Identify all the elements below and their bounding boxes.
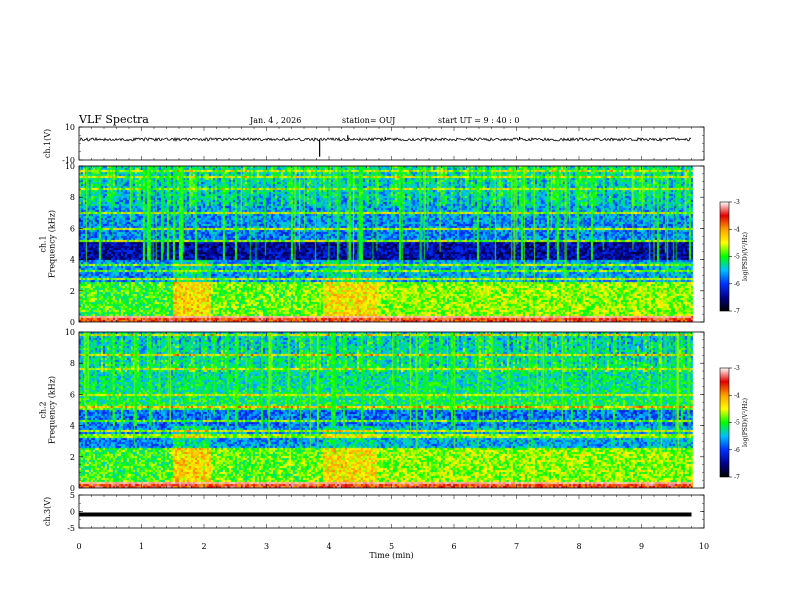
y-tick-label: 0 (70, 484, 75, 493)
time-axis: 0 1 2 3 4 5 6 7 8 9 10 Time (min) (76, 542, 709, 560)
y-tick-label: 6 (70, 224, 75, 233)
y-tick-label: 10 (65, 328, 75, 337)
colorbar-tick-label: -4 (734, 226, 740, 233)
x-tick-label: 5 (389, 542, 394, 551)
ch2-colorbar: -3 -4 -5 -6 -7 log(PSD)(V²/Hz) (719, 365, 749, 481)
y-axis-label: ch.1(V) (43, 129, 52, 158)
x-tick-label: 0 (76, 542, 81, 551)
y-tick-label: 0 (70, 508, 75, 517)
header-date: Jan. 4 , 2026 (249, 116, 301, 125)
x-tick-label: 10 (699, 542, 709, 551)
y-tick-label: 0 (70, 318, 75, 327)
colorbar-tick-label: -4 (734, 392, 740, 399)
colorbar-tick-label: -6 (734, 281, 740, 288)
x-tick-label: 4 (326, 542, 331, 551)
ch3-waveform-panel: 5 0 -5 ch.3(V) (43, 491, 705, 533)
ch1-spectrogram-panel: 0 2 4 6 8 10 ch.1 Frequency (kHz) (39, 162, 705, 327)
colorbar-tick-label: -7 (734, 474, 740, 481)
ch1-waveform-panel: 10 -10 ch.1(V) (43, 123, 705, 165)
y-tick-label: 2 (70, 287, 75, 296)
y-tick-label: 4 (70, 256, 75, 265)
y-tick-label: -10 (62, 156, 75, 165)
y-tick-label: 10 (65, 123, 75, 132)
colorbar-label: log(PSD)(V²/Hz) (742, 398, 749, 447)
x-tick-label: 1 (139, 542, 144, 551)
y-tick-label: 4 (70, 422, 75, 431)
x-tick-label: 8 (576, 542, 581, 551)
colorbar-tick-label: -3 (734, 199, 740, 206)
header-station: station= OUJ (342, 116, 395, 125)
y-axis-label: Frequency (kHz) (48, 376, 57, 444)
y-axis-label: Frequency (kHz) (48, 210, 57, 278)
colorbar-tick-label: -5 (734, 254, 740, 261)
spectrogram-image (79, 332, 704, 488)
colorbar-label: log(PSD)(V²/Hz) (742, 232, 749, 281)
x-tick-label: 9 (639, 542, 644, 551)
colorbar-gradient (719, 367, 730, 478)
colorbar-tick-label: -5 (734, 420, 740, 427)
y-axis-label: ch.1 (39, 235, 48, 252)
header-start-time: start UT = 9 : 40 : 0 (438, 116, 519, 125)
colorbar-gradient (719, 201, 730, 312)
x-tick-label: 7 (514, 542, 519, 551)
y-tick-label: -5 (67, 524, 75, 533)
panel-frame (78, 494, 705, 529)
x-axis-label: Time (min) (369, 551, 413, 560)
ch1-colorbar: -3 -4 -5 -6 -7 log(PSD)(V²/Hz) (719, 199, 749, 315)
y-axis-label: ch.3(V) (43, 497, 52, 526)
colorbar-tick-label: -7 (734, 308, 740, 315)
x-tick-label: 3 (264, 542, 269, 551)
x-tick-label: 6 (451, 542, 456, 551)
y-tick-label: 5 (70, 491, 75, 500)
figure-title: VLF Spectra (78, 113, 149, 126)
panel-frame (78, 126, 705, 161)
y-tick-label: 8 (70, 359, 75, 368)
colorbar-tick-label: -6 (734, 447, 740, 454)
y-tick-label: 10 (65, 162, 75, 171)
ch1-waveform-line (79, 136, 692, 142)
ch2-spectrogram-panel: 0 2 4 6 8 10 ch.2 Frequency (kHz) (39, 328, 705, 493)
y-axis-label: ch.2 (39, 401, 48, 418)
y-tick-label: 8 (70, 193, 75, 202)
y-tick-label: 2 (70, 453, 75, 462)
spectrogram-image (79, 166, 704, 322)
y-tick-label: 6 (70, 390, 75, 399)
x-tick-label: 2 (201, 542, 206, 551)
colorbar-tick-label: -3 (734, 365, 740, 372)
